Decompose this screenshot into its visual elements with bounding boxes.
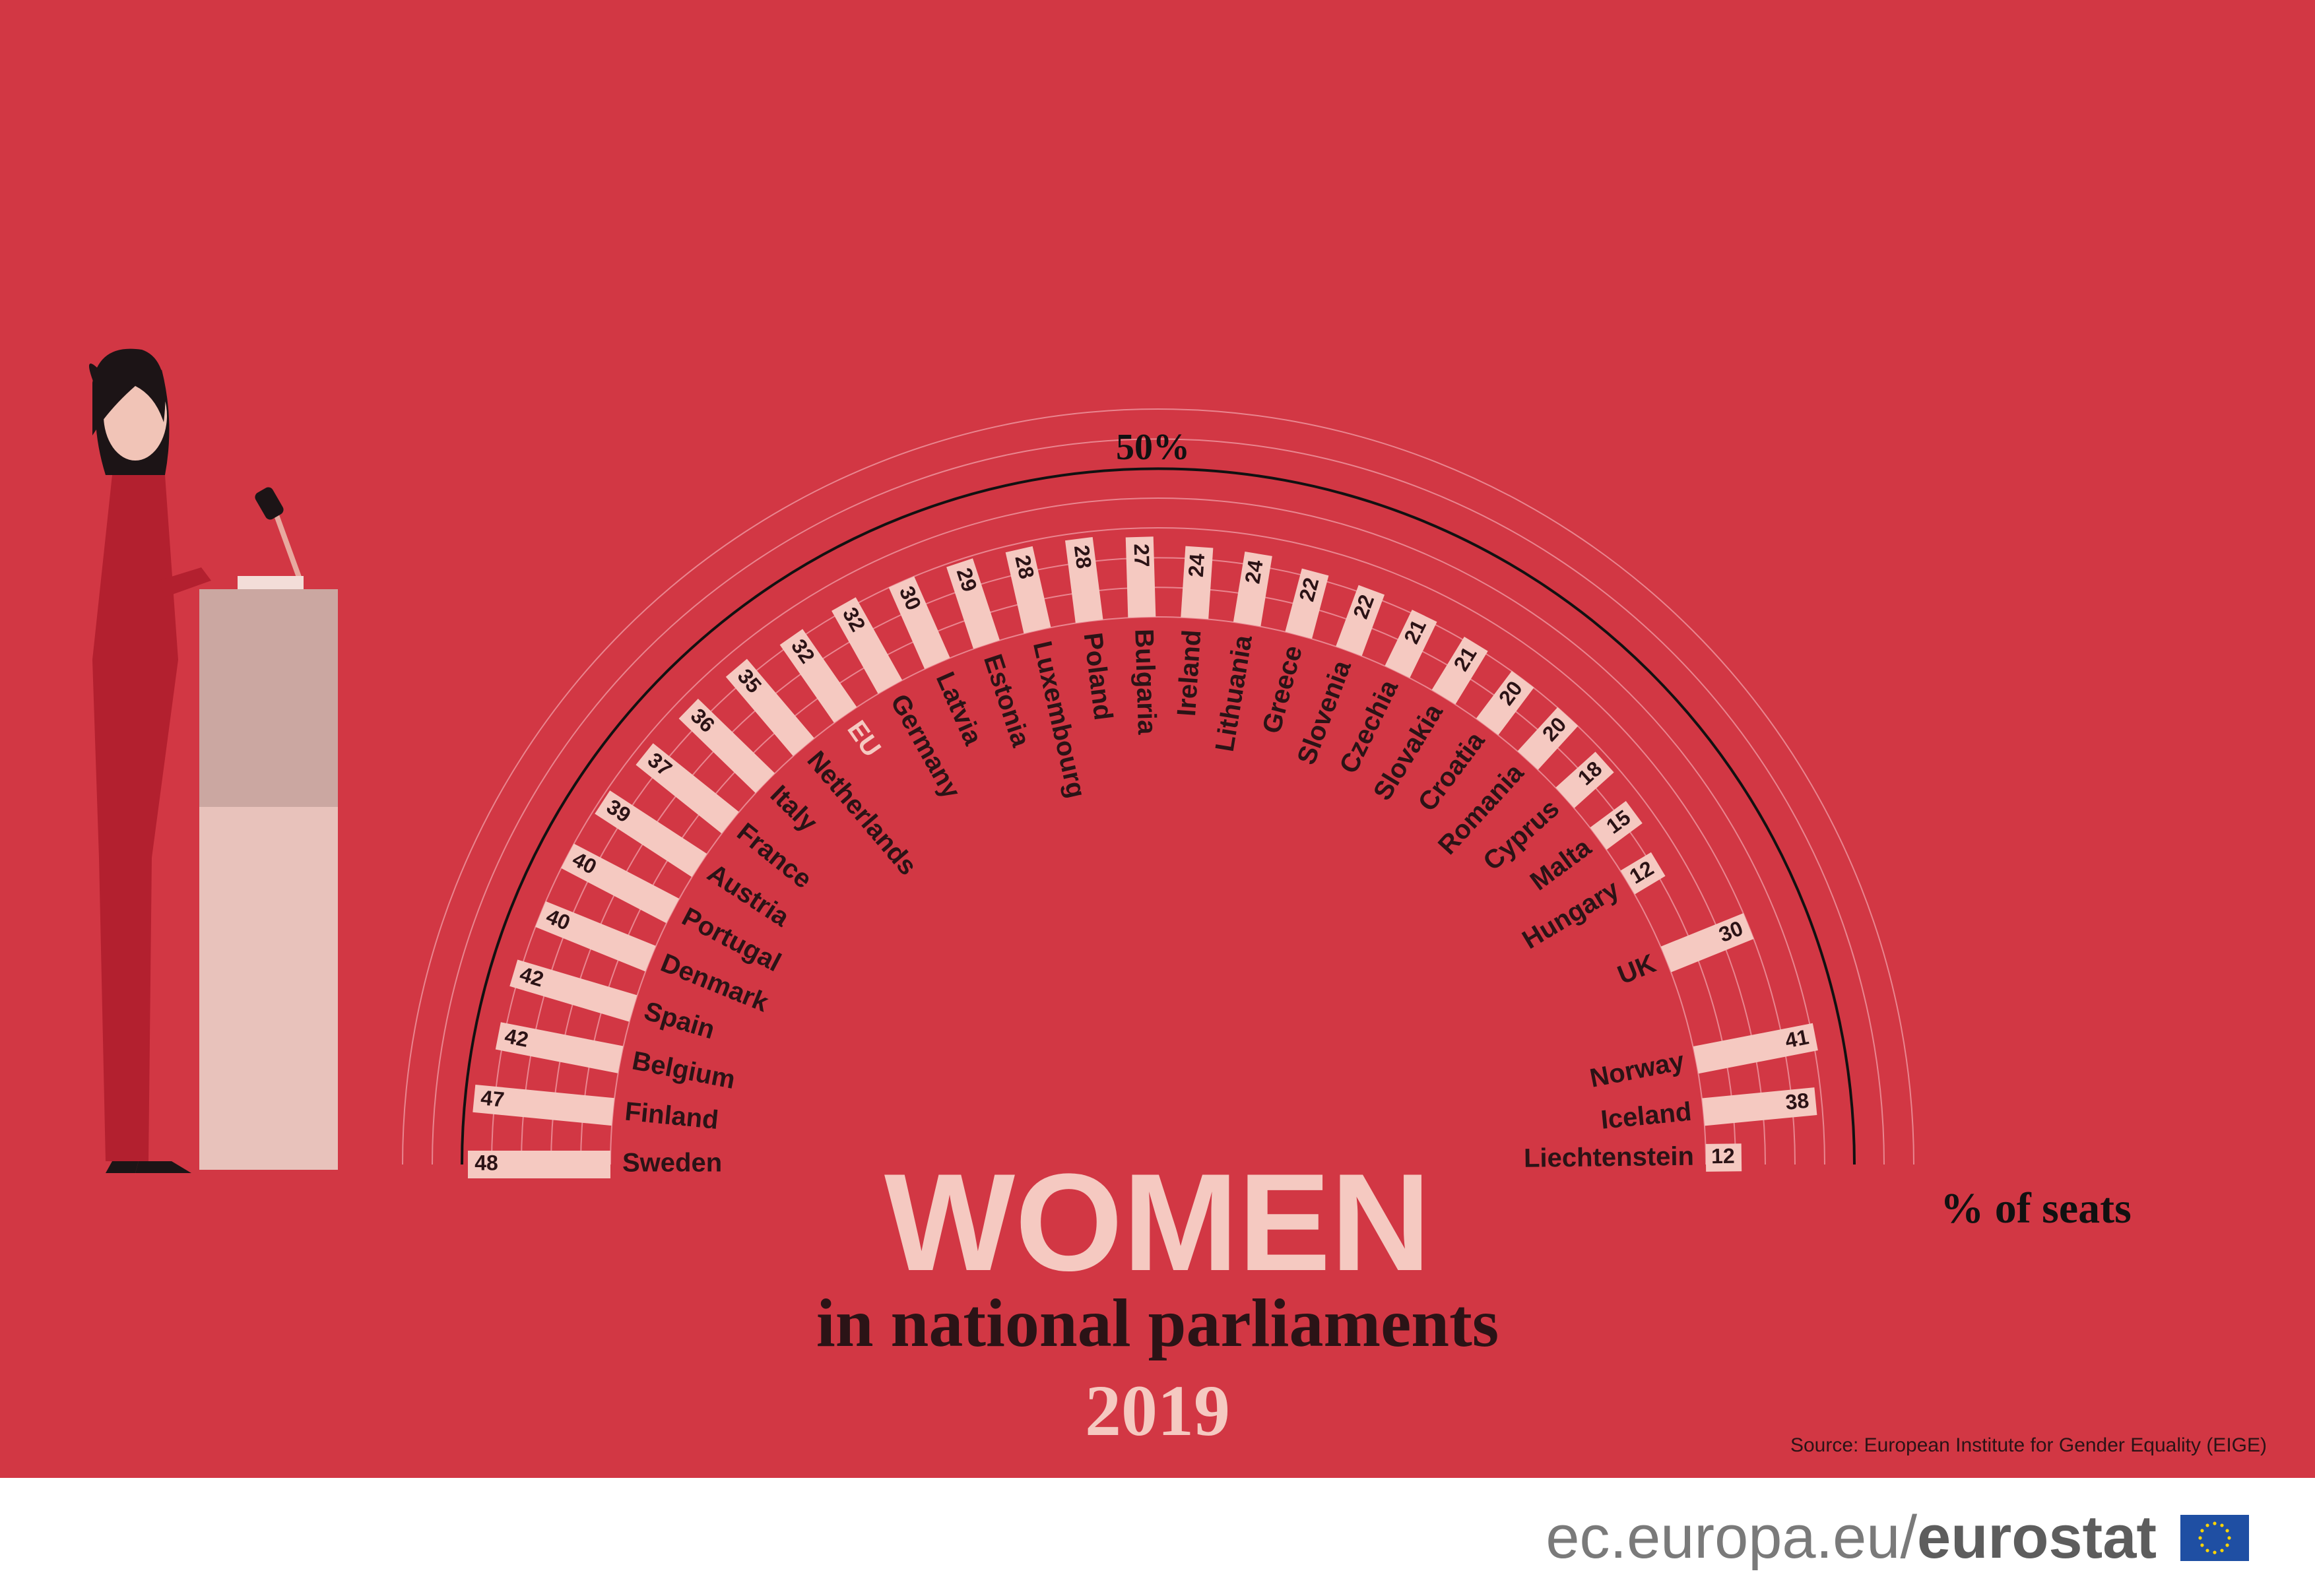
bar (1705, 1143, 1742, 1172)
grid-ring (491, 497, 1825, 1165)
bar (595, 790, 707, 878)
bar (561, 843, 680, 924)
footer: ec.europa.eu/eurostat (0, 1478, 2315, 1596)
bar (1233, 552, 1272, 627)
value-label: 27 (1130, 544, 1154, 568)
bar (1064, 536, 1103, 623)
bar (1660, 913, 1754, 973)
category-label: Ireland (1172, 629, 1207, 717)
footer-brand: eurostat (1917, 1504, 2157, 1571)
category-label: Sweden (622, 1149, 722, 1178)
value-label: 24 (1184, 553, 1209, 578)
bar (636, 743, 739, 834)
footer-domain: ec.europa.eu/ (1546, 1504, 1918, 1571)
grid-rings (402, 408, 1914, 1165)
value-label: 28 (1070, 544, 1096, 570)
grid-ring (402, 408, 1914, 1165)
bar (473, 1084, 614, 1126)
bar (1702, 1087, 1817, 1126)
title-year: 2019 (1085, 1370, 1230, 1451)
bar (1385, 610, 1437, 678)
bar (888, 576, 950, 669)
value-label: 24 (1240, 558, 1267, 585)
bar (1620, 852, 1666, 895)
grid-ring (432, 438, 1885, 1165)
bar (1181, 546, 1214, 620)
bar-group-bulgaria: 27 Bulgaria (1125, 536, 1161, 736)
eu-flag-icon (2180, 1515, 2249, 1561)
value-label: 28 (1010, 553, 1039, 581)
title-subtitle: in national parliaments (816, 1285, 1499, 1361)
bar-group-finland: 47 Finland (473, 1084, 720, 1135)
title-main: WOMEN (884, 1145, 1431, 1300)
bar (1693, 1023, 1818, 1074)
bar (509, 959, 637, 1022)
bar (1336, 585, 1385, 656)
grid-ring (610, 616, 1707, 1165)
source-note: Source: European Institute for Gender Eq… (1790, 1434, 2267, 1456)
speaker-at-podium-illustration (89, 348, 338, 1173)
value-label: 47 (480, 1085, 505, 1111)
value-label: 41 (1783, 1025, 1811, 1052)
category-label: Bulgaria (1129, 629, 1161, 736)
value-label: 12 (1711, 1144, 1735, 1168)
fifty-percent-label: 50% (1116, 427, 1190, 468)
eurostat-link[interactable]: ec.europa.eu/eurostat (1546, 1504, 2157, 1570)
category-label: Liechtenstein (1524, 1142, 1694, 1173)
bar (1476, 670, 1534, 736)
chart-background (0, 0, 2315, 1478)
bar (468, 1151, 610, 1178)
bar (725, 658, 814, 756)
bar-group-ireland: 24 Ireland (1172, 546, 1214, 717)
bar (678, 698, 775, 793)
bar (1125, 536, 1156, 618)
bar-group-sweden: 48 Sweden (468, 1149, 722, 1178)
bar (1590, 801, 1643, 850)
unit-label: % of seats (1940, 1184, 2132, 1232)
value-label: 48 (474, 1151, 498, 1174)
bar-group-liechtenstein: 12 Liechtenstein (1524, 1142, 1742, 1173)
bar (1517, 707, 1579, 770)
bar (1285, 568, 1329, 639)
bar (831, 597, 903, 694)
bar (495, 1022, 624, 1073)
bar (779, 629, 857, 723)
bar (1431, 637, 1488, 705)
bar (1555, 751, 1614, 808)
reference-ring-50 (461, 467, 1856, 1165)
grid-ring (550, 557, 1766, 1165)
bar (535, 901, 656, 972)
value-label: 38 (1784, 1089, 1810, 1114)
bar (1005, 546, 1051, 634)
value-label: 42 (503, 1024, 531, 1052)
grid-ring (521, 527, 1796, 1165)
bar (946, 558, 1000, 649)
